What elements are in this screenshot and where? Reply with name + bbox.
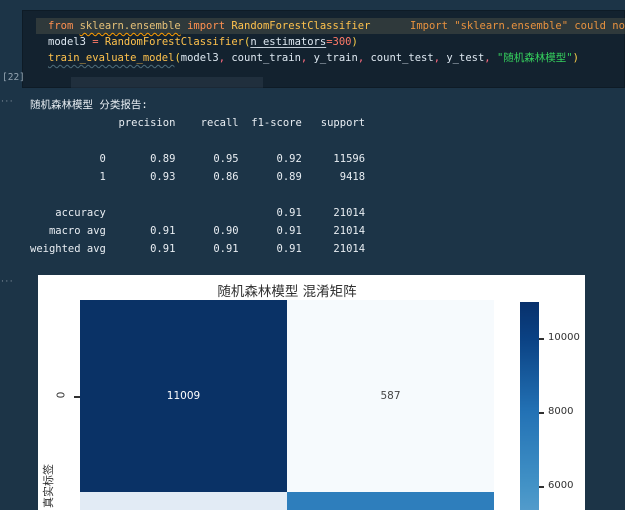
matrix-cell: 11009	[80, 300, 287, 492]
colorbar-tick-label: 10000	[548, 332, 580, 343]
code-editor[interactable]: from sklearn.ensemble import RandomFores…	[48, 18, 625, 66]
matrix-cell: 587	[287, 300, 494, 492]
y-axis-tick-mark	[74, 396, 80, 398]
code-token: (	[244, 36, 251, 48]
code-selection-highlight	[71, 77, 263, 88]
code-token: sklearn.ensemble	[79, 20, 181, 32]
code-token: train_evaluate_model	[48, 52, 175, 64]
code-line[interactable]: from sklearn.ensemble import RandomFores…	[48, 18, 625, 34]
colorbar-tick-label: 8000	[548, 406, 574, 417]
y-axis-tick-label: 0	[55, 391, 68, 399]
code-token: import	[187, 20, 226, 32]
code-token: (	[174, 52, 181, 64]
code-token: )	[351, 36, 358, 48]
classification-report-output: 随机森林模型 分类报告: precision recall f1-score s…	[30, 99, 366, 255]
code-token: RandomForestClassifier	[104, 36, 244, 48]
code-token: model3	[180, 52, 219, 64]
code-token: RandomForestClassifier	[231, 20, 371, 32]
colorbar-tick-label: 6000	[548, 480, 574, 491]
colorbar	[520, 302, 539, 510]
colorbar-tick-mark	[539, 338, 544, 340]
code-token: ,	[357, 52, 371, 64]
code-line[interactable]: model3 = RandomForestClassifier(n_estima…	[48, 34, 625, 50]
code-token: =	[92, 36, 105, 48]
code-token: ,	[484, 52, 497, 64]
colorbar-tick-mark	[539, 412, 544, 414]
output-more-actions-icon[interactable]: ···	[1, 97, 15, 107]
code-token: ,	[433, 52, 447, 64]
code-token: count_train	[231, 52, 301, 64]
code-token: model3	[48, 36, 93, 48]
y-axis-label: 真实标签	[42, 464, 55, 508]
code-token: y_test	[446, 52, 485, 64]
code-token: 300	[332, 36, 352, 48]
code-token: n_estimators	[250, 36, 327, 48]
matrix-cell	[80, 492, 287, 510]
plot-title: 随机森林模型 混淆矩阵	[217, 284, 357, 300]
execution-count: [22]	[2, 72, 25, 83]
notebook-code-cell[interactable]: from sklearn.ensemble import RandomFores…	[22, 10, 625, 88]
matrix-cell	[287, 492, 494, 510]
code-token: )	[572, 52, 579, 64]
code-line[interactable]: train_evaluate_model(model3, count_train…	[48, 50, 625, 66]
plot-more-actions-icon[interactable]: ···	[1, 277, 15, 287]
code-token: "随机森林模型"	[496, 52, 573, 64]
colorbar-tick-mark	[539, 486, 544, 488]
code-token: from	[48, 20, 80, 32]
code-token: ,	[218, 52, 232, 64]
diagnostic-message: Import "sklearn.ensemble" could not	[410, 20, 625, 32]
code-token: ,	[300, 52, 314, 64]
confusion-matrix-plot: 随机森林模型 混淆矩阵 0 真实标签 11009 587 10000 8000 6000	[38, 275, 585, 510]
matrix-cell-value: 11009	[166, 390, 201, 402]
matrix-cell-value: 587	[380, 390, 401, 402]
code-token: =	[326, 36, 333, 48]
code-token: count_test	[370, 52, 434, 64]
code-token: y_train	[313, 52, 358, 64]
